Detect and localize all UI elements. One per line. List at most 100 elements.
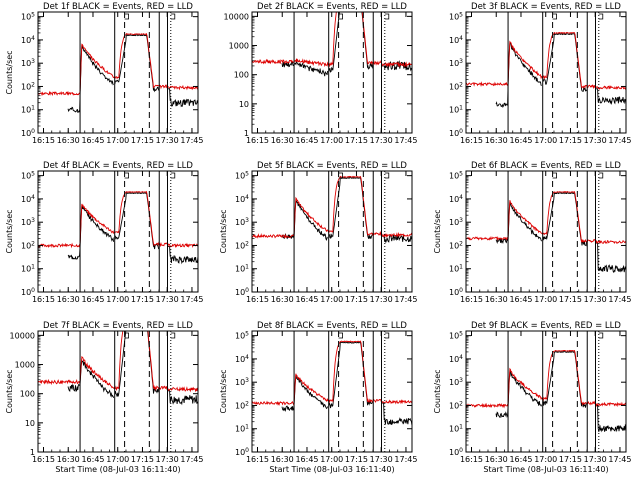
y-axis-label: Counts/sec [219, 369, 228, 413]
plot-frame [251, 330, 413, 453]
x-tick-label: 17:15 [131, 136, 154, 145]
x-tick-label: 17:00 [106, 455, 129, 464]
end-bracket-mark [598, 13, 604, 20]
x-tick-label: 16:15 [32, 295, 55, 304]
lld-series-line [252, 340, 412, 406]
events-series-line [67, 33, 198, 113]
panel-title: Det 5f BLACK = Events, RED = LLD [257, 161, 407, 171]
x-tick-label: 16:45 [295, 455, 318, 464]
x-tick-label: 17:30 [370, 455, 393, 464]
y-tick-label: 103 [449, 377, 463, 387]
x-tick-label: 17:15 [345, 136, 368, 145]
x-tick-label: 16:30 [57, 136, 80, 145]
y-tick-label: 102 [449, 400, 463, 410]
y-tick-label: 103 [21, 58, 35, 68]
start-bracket-mark [552, 332, 557, 339]
x-tick-label: 17:30 [156, 136, 179, 145]
x-tick-label: 17:00 [106, 136, 129, 145]
plot-frame [465, 11, 627, 134]
y-tick-label: 104 [235, 354, 249, 364]
x-tick-label: 16:15 [32, 455, 55, 464]
y-tick-label: 102 [449, 81, 463, 91]
y-tick-label: 103 [235, 377, 249, 387]
panel-title: Det 8f BLACK = Events, RED = LLD [257, 321, 407, 331]
y-tick-label: 100 [235, 287, 249, 297]
end-bracket-mark [384, 13, 390, 20]
y-tick-label: 100 [20, 390, 35, 399]
y-tick-label: 101 [449, 264, 463, 274]
y-tick-label: 105 [449, 331, 463, 341]
x-tick-label: 16:15 [246, 295, 269, 304]
x-tick-label: 17:30 [584, 295, 607, 304]
y-tick-label: 102 [235, 400, 249, 410]
x-tick-label: 17:15 [559, 136, 582, 145]
x-tick-label: 16:45 [81, 455, 104, 464]
panel-title: Det 2f BLACK = Events, RED = LLD [257, 2, 407, 12]
x-tick-label: 17:30 [584, 136, 607, 145]
x-tick-label: 17:45 [394, 455, 417, 464]
x-tick-label: 17:15 [345, 455, 368, 464]
x-tick-label: 17:30 [156, 295, 179, 304]
x-tick-label: 16:45 [295, 136, 318, 145]
y-tick-label: 10 [25, 419, 35, 428]
x-tick-label: 17:00 [320, 295, 343, 304]
x-tick-label: 17:00 [320, 136, 343, 145]
end-bracket-mark [598, 172, 604, 179]
x-tick-label: 17:00 [534, 136, 557, 145]
y-tick-label: 1 [30, 448, 35, 457]
y-tick-label: 10000 [10, 331, 35, 340]
y-tick-label: 100 [235, 447, 249, 457]
x-tick-label: 17:45 [394, 295, 417, 304]
x-tick-label: 16:30 [485, 136, 508, 145]
y-tick-label: 105 [449, 171, 463, 181]
events-series-line [281, 341, 412, 426]
x-tick-label: 17:30 [584, 455, 607, 464]
y-tick-label: 103 [21, 217, 35, 227]
x-tick-label: 17:00 [320, 455, 343, 464]
x-tick-label: 16:30 [271, 455, 294, 464]
y-tick-label: 105 [449, 12, 463, 22]
y-axis-label: Counts/sec [5, 209, 14, 253]
lld-series-line [252, 175, 412, 239]
x-axis-label: Start Time (08-Jul-03 16:11:40) [269, 465, 394, 474]
lld-series-line [252, 12, 412, 68]
x-tick-label: 17:15 [345, 295, 368, 304]
y-tick-label: 103 [449, 217, 463, 227]
y-tick-label: 104 [449, 35, 463, 45]
x-tick-label: 17:45 [608, 295, 631, 304]
events-series-line [67, 331, 198, 406]
y-tick-label: 1 [244, 129, 249, 138]
panel-title: Det 1f BLACK = Events, RED = LLD [43, 2, 193, 12]
x-tick-label: 16:30 [271, 295, 294, 304]
panel-title: Det 4f BLACK = Events, RED = LLD [43, 161, 193, 171]
y-tick-label: 104 [21, 35, 35, 45]
y-tick-label: 101 [21, 264, 35, 274]
y-axis-label: Counts/sec [5, 50, 14, 94]
y-tick-label: 10000 [224, 12, 249, 21]
x-tick-label: 16:30 [485, 295, 508, 304]
x-tick-label: 16:45 [509, 136, 532, 145]
x-tick-label: 17:45 [608, 455, 631, 464]
lld-series-line [466, 349, 626, 409]
y-axis-label: Counts/sec [433, 369, 442, 413]
panel-title: Det 3f BLACK = Events, RED = LLD [471, 2, 621, 12]
start-bracket-mark [338, 172, 343, 179]
x-tick-label: 16:15 [460, 455, 483, 464]
end-bracket-mark [170, 332, 176, 339]
x-tick-label: 16:30 [271, 136, 294, 145]
y-tick-label: 1000 [15, 361, 35, 370]
x-tick-label: 17:30 [370, 295, 393, 304]
plot-frame [465, 170, 627, 293]
x-tick-label: 16:45 [509, 295, 532, 304]
y-tick-label: 101 [449, 105, 463, 115]
x-tick-label: 17:15 [559, 455, 582, 464]
y-tick-label: 102 [21, 81, 35, 91]
x-tick-label: 17:45 [180, 295, 203, 304]
y-tick-label: 102 [235, 240, 249, 250]
y-tick-label: 102 [449, 240, 463, 250]
detector-panel-5: Det 5f BLACK = Events, RED = LLD 16:15 16:… [219, 161, 417, 304]
